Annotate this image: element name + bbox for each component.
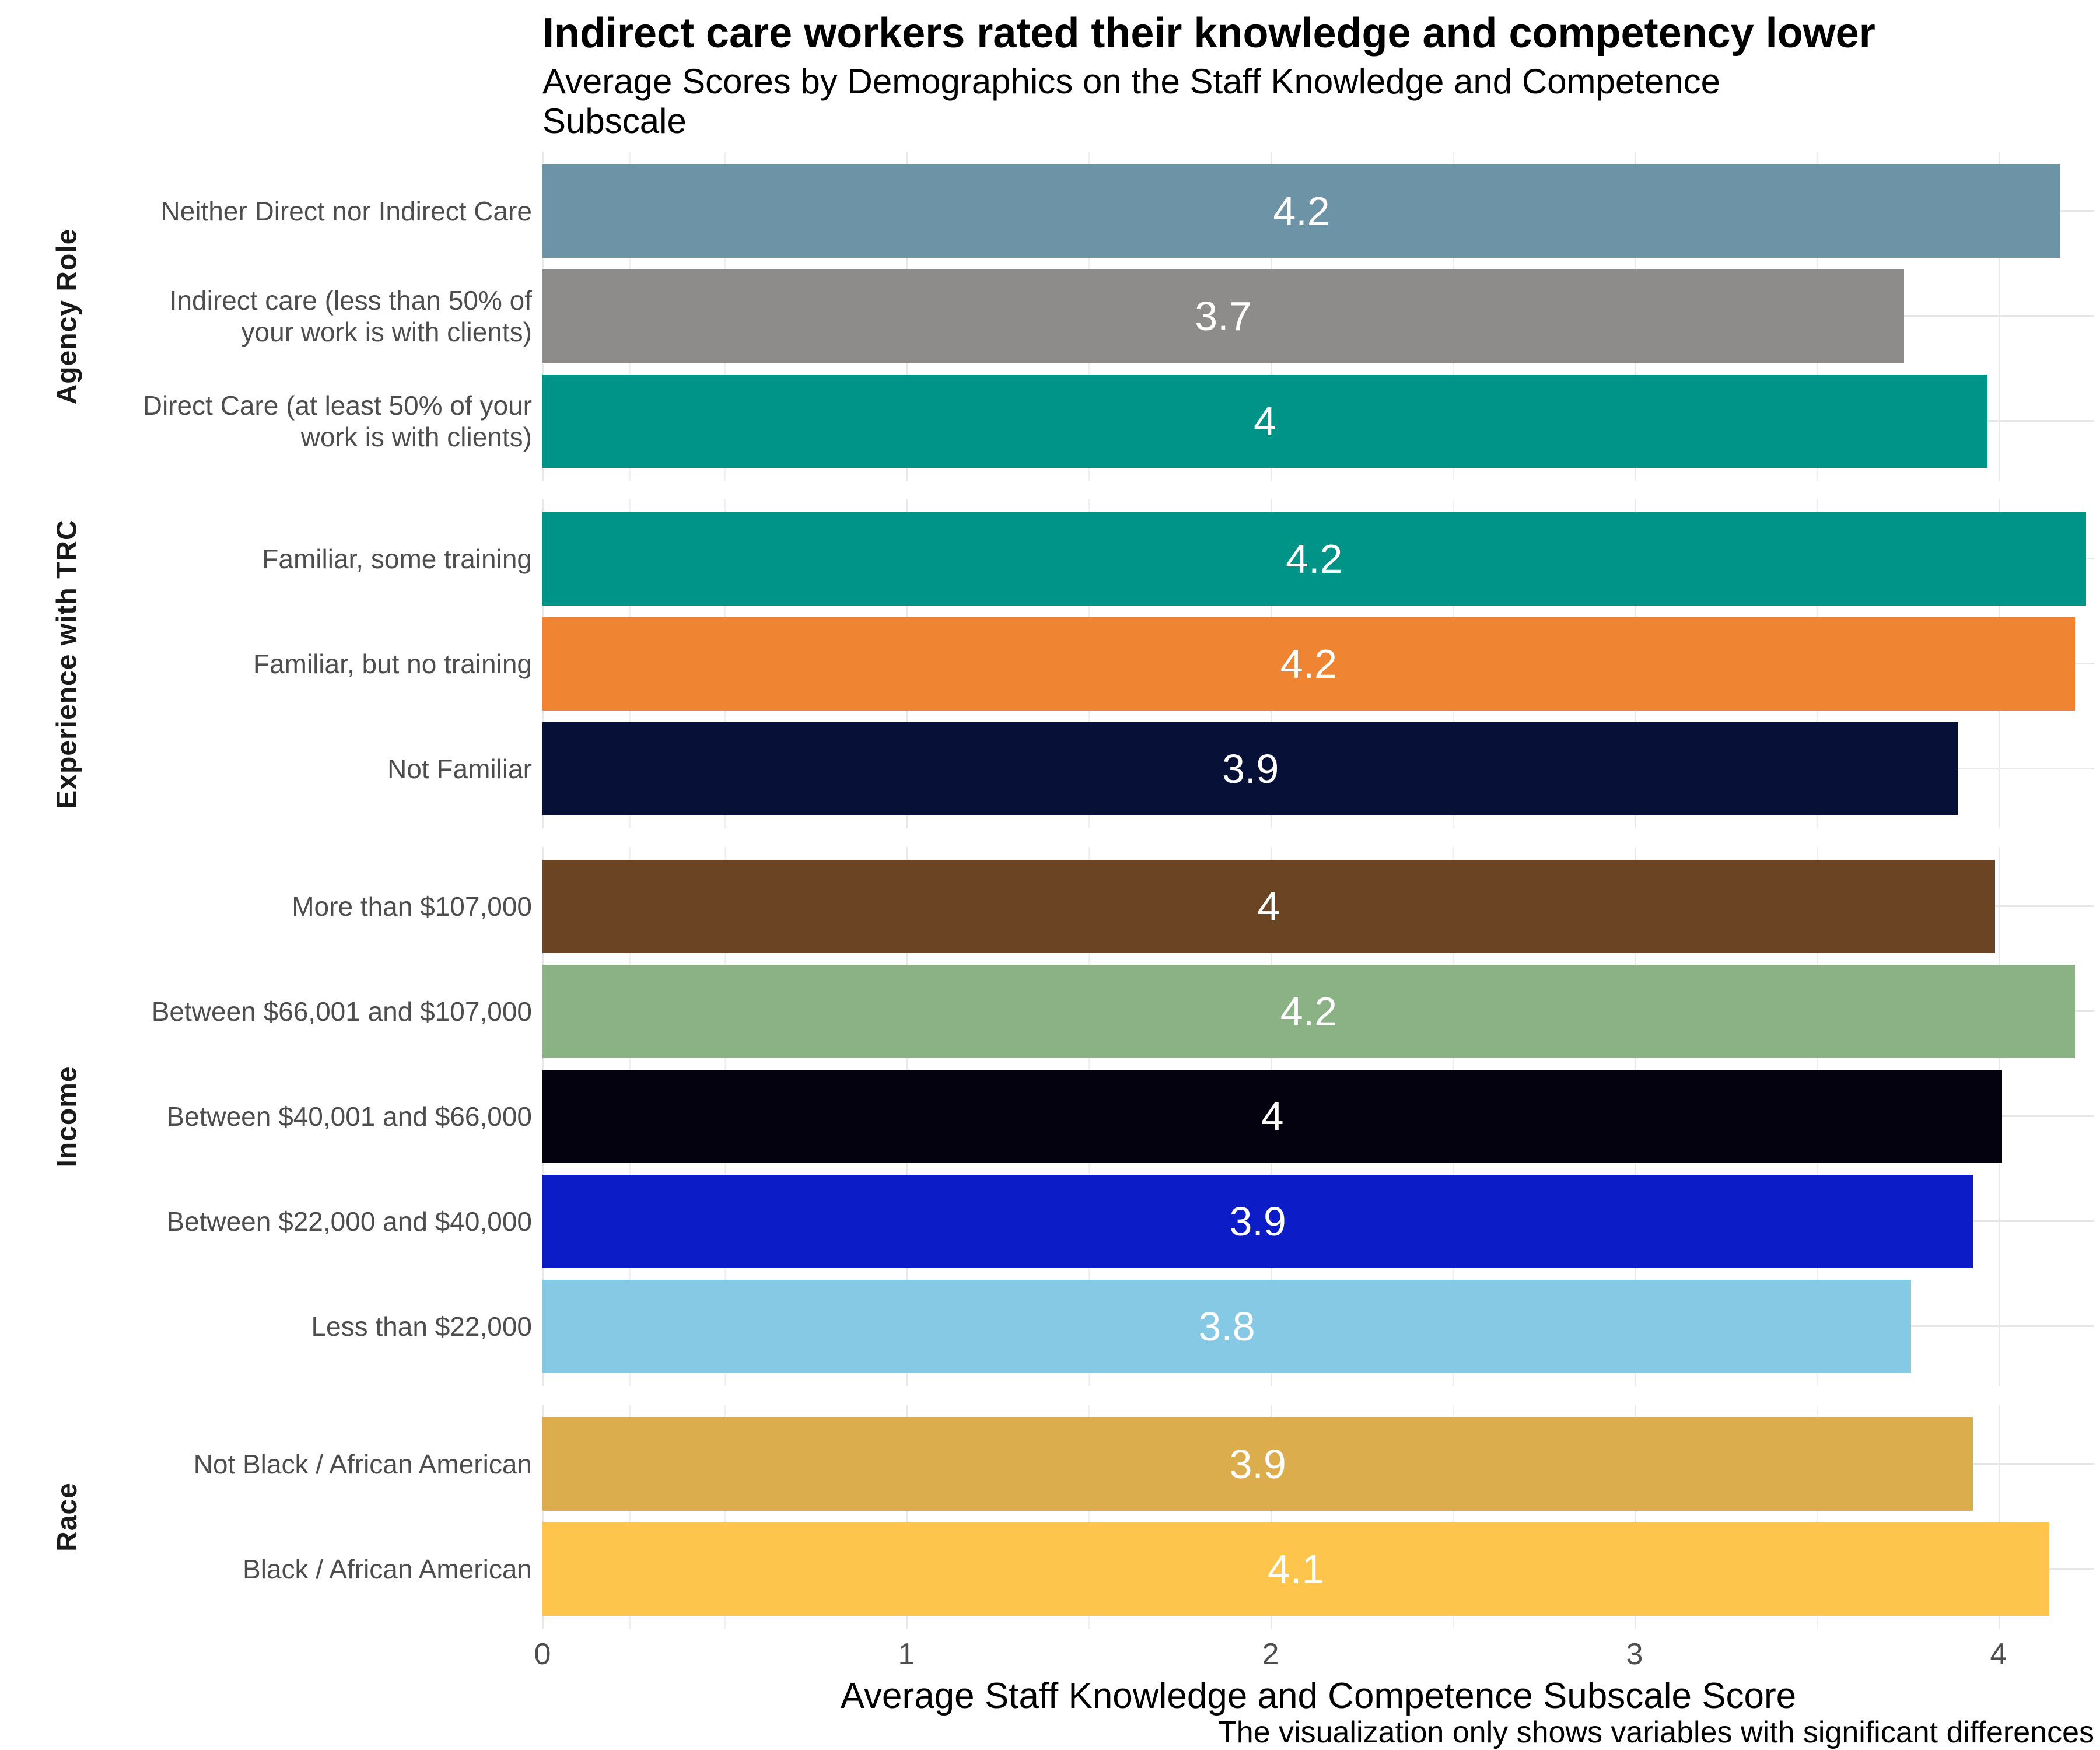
x-axis-tick-label: 3 xyxy=(1626,1637,1643,1671)
category-labels: More than $107,000 Between $66,001 and $… xyxy=(124,847,532,1386)
x-axis-tick-label: 4 xyxy=(1990,1637,2007,1671)
bar: 4.2 xyxy=(542,617,2075,710)
bar-value-label: 4.2 xyxy=(1280,641,1338,687)
facet-strip: Agency Role xyxy=(35,152,99,481)
bar-value-label: 4 xyxy=(1254,398,1277,444)
bar: 4.2 xyxy=(542,512,2086,606)
subtitle-line-2: Subscale xyxy=(542,102,687,141)
facet-strip: Experience with TRC xyxy=(35,499,99,828)
plot-panel: 3.9 4.1 xyxy=(542,1405,2094,1629)
category-label: Between $22,000 and $40,000 xyxy=(166,1206,532,1237)
facet-income: Income More than $107,000 Between $66,00… xyxy=(0,847,2100,1386)
category-label: Between $66,001 and $107,000 xyxy=(151,996,532,1027)
caption: The visualization only shows variables w… xyxy=(1217,1716,2094,1749)
bar: 3.9 xyxy=(542,1418,1973,1511)
x-axis: 0 1 2 3 4 xyxy=(0,1637,2100,1672)
category-label: Direct Care (at least 50% of your work i… xyxy=(142,390,532,452)
bar-row: 3.8 xyxy=(542,1280,2094,1373)
bar-row: 4.1 xyxy=(542,1522,2094,1616)
subtitle-line-1: Average Scores by Demographics on the St… xyxy=(542,62,1721,101)
bar: 4 xyxy=(542,374,1988,468)
bar: 4.1 xyxy=(542,1522,2050,1616)
bar-row: 4.2 xyxy=(542,965,2094,1058)
x-axis-tick-label: 1 xyxy=(898,1637,915,1671)
category-label: Not Familiar xyxy=(387,754,532,784)
page-title: Indirect care workers rated their knowle… xyxy=(542,10,1875,57)
category-label: Black / African American xyxy=(243,1554,532,1584)
bar: 4.2 xyxy=(542,965,2075,1058)
facet-agency-role: Agency Role Neither Direct nor Indirect … xyxy=(0,152,2100,481)
bar: 3.7 xyxy=(542,270,1904,363)
bar: 4 xyxy=(542,860,1995,953)
plot-panel: 4.2 4.2 3.9 xyxy=(542,499,2094,828)
facet-race: Race Not Black / African American Black … xyxy=(0,1405,2100,1629)
facet-strip: Race xyxy=(35,1405,99,1629)
x-axis-title: Average Staff Knowledge and Competence S… xyxy=(840,1676,1797,1716)
category-label: Not Black / African American xyxy=(193,1449,532,1479)
plot-panel: 4 4.2 4 3.9 3.8 xyxy=(542,847,2094,1386)
bar: 3.9 xyxy=(542,1175,1973,1268)
bar-value-label: 4 xyxy=(1257,884,1280,929)
x-axis-tick-label: 0 xyxy=(534,1637,551,1671)
category-label: Less than $22,000 xyxy=(311,1311,532,1342)
category-label: Neither Direct nor Indirect Care xyxy=(160,196,532,226)
bar-value-label: 4.2 xyxy=(1280,989,1338,1034)
bar: 4 xyxy=(542,1070,2003,1163)
bar-value-label: 4 xyxy=(1261,1094,1284,1139)
plot-panel: 4.2 3.7 4 xyxy=(542,152,2094,481)
bar-row: 3.9 xyxy=(542,1175,2094,1268)
bar-row: 3.9 xyxy=(542,1418,2094,1511)
bar-row: 3.9 xyxy=(542,722,2094,816)
category-labels: Neither Direct nor Indirect Care Indirec… xyxy=(124,152,532,481)
bar: 3.9 xyxy=(542,722,1959,816)
x-axis-tick-label: 2 xyxy=(1262,1637,1279,1671)
facet-strip: Income xyxy=(35,847,99,1386)
bar-value-label: 4.2 xyxy=(1286,536,1343,582)
bar-value-label: 3.9 xyxy=(1229,1199,1286,1244)
facet-strip-label: Experience with TRC xyxy=(51,519,83,809)
facet-experience-with-trc: Experience with TRC Familiar, some train… xyxy=(0,499,2100,828)
category-label: Familiar, some training xyxy=(262,544,532,574)
bar-value-label: 3.9 xyxy=(1222,746,1279,792)
category-labels: Familiar, some training Familiar, but no… xyxy=(124,499,532,828)
bar-row: 4.2 xyxy=(542,617,2094,710)
category-label: Between $40,001 and $66,000 xyxy=(166,1101,532,1132)
facet-strip-label: Race xyxy=(51,1482,83,1552)
bar-row: 4 xyxy=(542,860,2094,953)
facet-strip-label: Agency Role xyxy=(51,228,83,404)
bar-value-label: 3.8 xyxy=(1198,1304,1255,1349)
facet-strip-label: Income xyxy=(51,1065,83,1168)
bar: 4.2 xyxy=(542,164,2060,258)
category-label: Indirect care (less than 50% of your wor… xyxy=(169,285,532,347)
page-subtitle: Average Scores by Demographics on the St… xyxy=(542,62,1720,141)
bar: 3.8 xyxy=(542,1280,1912,1373)
bar-value-label: 4.1 xyxy=(1267,1546,1325,1592)
bar-value-label: 3.7 xyxy=(1195,293,1252,339)
bar-row: 4 xyxy=(542,1070,2094,1163)
bar-row: 3.7 xyxy=(542,270,2094,363)
bar-row: 4.2 xyxy=(542,164,2094,258)
category-label: Familiar, but no training xyxy=(253,649,532,679)
bar-value-label: 4.2 xyxy=(1273,188,1330,234)
bar-value-label: 3.9 xyxy=(1229,1441,1286,1487)
bar-row: 4.2 xyxy=(542,512,2094,606)
bar-row: 4 xyxy=(542,374,2094,468)
category-label: More than $107,000 xyxy=(292,891,532,922)
category-labels: Not Black / African American Black / Afr… xyxy=(124,1405,532,1629)
